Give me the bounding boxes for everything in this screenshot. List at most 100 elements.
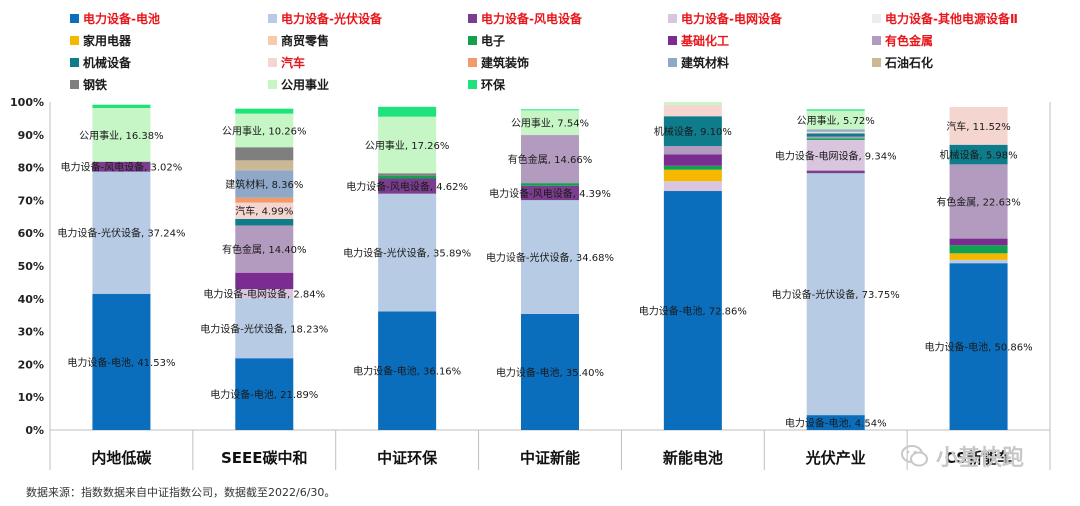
legend-item: 机械设备 [70, 54, 131, 71]
bar-segment [235, 225, 294, 273]
legend-swatch [70, 58, 79, 67]
legend-swatch [268, 58, 277, 67]
bar-segment [235, 298, 294, 359]
data-label: 公用事业, 7.54% [511, 117, 589, 130]
legend-swatch [668, 58, 677, 67]
bar-segment [949, 238, 1008, 246]
bar-segment [378, 193, 437, 312]
legend-label: 电子 [481, 34, 506, 48]
bar-segment [378, 116, 437, 174]
bar-segment [378, 106, 437, 117]
legend-item: 基础化工 [668, 32, 729, 49]
bar-segment [521, 185, 579, 201]
bar-segment [235, 272, 294, 290]
x-category-label: 中证环保 [377, 449, 438, 467]
legend-label: 石油石化 [885, 56, 934, 70]
legend-item: 电力设备-其他电源设备Ⅱ [872, 10, 1018, 27]
data-label: 电力设备-光伏设备, 73.75% [772, 288, 900, 301]
bar-segment [949, 144, 1008, 165]
bar-segment [235, 108, 294, 114]
legend-item: 有色金属 [872, 32, 933, 49]
bar-segment [806, 139, 865, 171]
legend-swatch [70, 14, 79, 23]
legend-item: 电力设备-光伏设备 [268, 10, 382, 27]
x-category-label: 新能电池 [663, 449, 723, 467]
legend-swatch [468, 14, 477, 23]
data-label: 电力设备-电池, 4.54% [785, 417, 887, 430]
legend-item: 商贸零售 [268, 32, 329, 49]
bar-segment [235, 170, 294, 198]
data-label: 公用事业, 16.38% [79, 129, 164, 142]
bar-segment [521, 183, 579, 186]
legend-swatch [268, 36, 277, 45]
legend-label: 环保 [481, 78, 506, 92]
legend-item: 石油石化 [872, 54, 933, 71]
legend-swatch [468, 58, 477, 67]
legend-label: 电力设备-风电设备 [481, 12, 582, 26]
legend-item: 建筑材料 [668, 54, 729, 71]
source-note: 数据来源：指数数据来自中证指数公司，数据截至2022/6/30。 [26, 486, 336, 499]
bar-segment [521, 110, 579, 136]
bar-segment [663, 165, 722, 170]
data-label: 建筑材料, 8.36% [225, 178, 303, 191]
bar-segment [663, 116, 722, 147]
watermark-text: 小基快跑 [936, 446, 1025, 471]
bar-segment [949, 164, 1008, 239]
bar-segment [806, 129, 865, 132]
bar-segment [92, 104, 151, 109]
bar-segment [378, 311, 437, 430]
data-label: 电力设备-电池, 50.86% [925, 341, 1033, 354]
y-tick-label: 70% [18, 194, 44, 207]
legend-label: 机械设备 [83, 56, 132, 70]
y-tick-label: 10% [18, 391, 44, 404]
x-category-label: 中证新能 [520, 449, 580, 467]
y-tick-label: 30% [18, 326, 44, 339]
x-category-label: SEEE碳中和 [221, 449, 308, 467]
bar-segment [235, 197, 294, 203]
legend-label: 建筑材料 [681, 56, 730, 70]
bar-segment [663, 191, 722, 430]
y-tick-label: 60% [18, 227, 44, 240]
bar-segment [806, 415, 865, 430]
legend-swatch [668, 36, 677, 45]
data-label: 公用事业, 5.72% [797, 114, 875, 127]
bar-segment [806, 131, 865, 134]
legend-item: 建筑装饰 [468, 54, 529, 71]
data-label: 电力设备-光伏设备, 18.23% [200, 322, 328, 335]
legend-swatch [468, 36, 477, 45]
data-label: 电力设备-风电设备, 4.39% [489, 187, 611, 200]
legend-swatch [872, 58, 881, 67]
legend-item: 公用事业 [268, 76, 329, 93]
data-label: 电力设备-电池, 35.40% [496, 366, 604, 379]
y-tick-label: 80% [18, 162, 44, 175]
data-label: 机械设备, 9.10% [654, 125, 732, 138]
legend-item: 电力设备-风电设备 [468, 10, 582, 27]
data-label: 公用事业, 10.26% [222, 124, 307, 137]
watermark: 小基快跑 [900, 440, 1024, 472]
legend-label: 有色金属 [885, 34, 934, 48]
bar-segment [663, 154, 722, 166]
chart-legend: 电力设备-电池 电力设备-光伏设备 电力设备-风电设备 电力设备-电网设备 电力设备-其… [0, 0, 1080, 96]
bar-segment [521, 109, 579, 111]
bar-segment [92, 108, 151, 162]
bar-segment [235, 113, 294, 148]
bar-segment [663, 104, 722, 117]
bar-segment [92, 293, 151, 430]
legend-item: 电力设备-电网设备 [668, 10, 782, 27]
bar-segment [806, 138, 865, 140]
data-label: 电力设备-电池, 36.16% [353, 365, 461, 378]
bar-segment [806, 173, 865, 416]
bar-segment [92, 161, 151, 172]
bar-segment [949, 253, 1008, 260]
data-label: 电力设备-电池, 72.86% [639, 305, 747, 318]
legend-item: 家用电器 [70, 32, 131, 49]
bar-segment [806, 133, 865, 137]
bar-segment [663, 181, 722, 192]
bar-segment [663, 102, 722, 105]
legend-swatch [70, 80, 79, 89]
data-label: 机械设备, 5.98% [940, 149, 1018, 162]
legend-swatch [872, 14, 881, 23]
bar-segment [806, 110, 865, 130]
legend-swatch [268, 80, 277, 89]
x-category-label: 光伏产业 [805, 449, 866, 467]
